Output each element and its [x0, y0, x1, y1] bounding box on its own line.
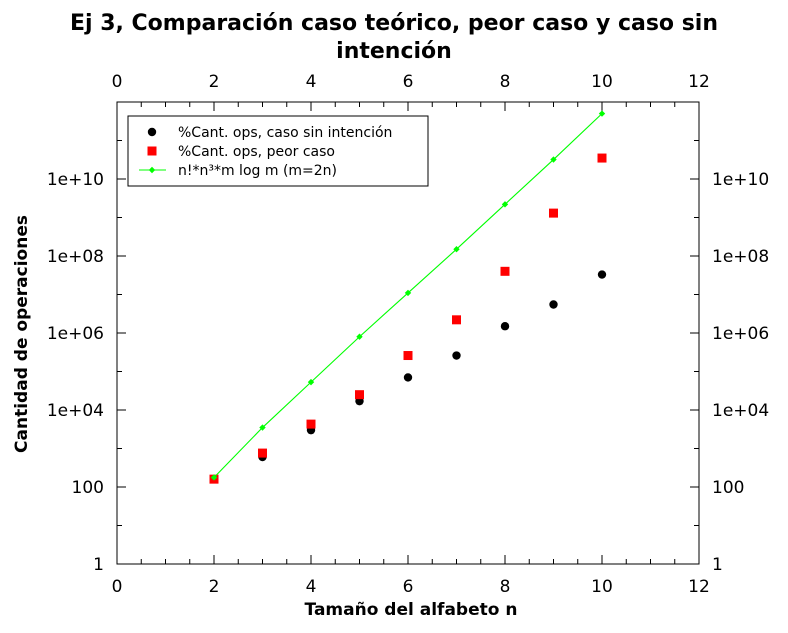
- y-tick-label-right: 1e+10: [712, 170, 769, 190]
- data-point: [597, 153, 607, 163]
- data-point: [549, 300, 558, 309]
- data-point: [549, 208, 558, 218]
- data-point: [452, 315, 461, 325]
- data-point: [307, 378, 315, 386]
- x-tick-label-top: 10: [591, 72, 613, 92]
- plot-frame: [116, 101, 700, 565]
- x-tick-label-top: 12: [688, 72, 710, 92]
- y-tick-label-left: 1: [93, 555, 104, 575]
- x-tick-label-bottom: 4: [306, 577, 317, 597]
- x-tick-label-bottom: 8: [500, 577, 511, 597]
- x-tick-label-bottom: 12: [688, 577, 710, 597]
- data-point: [597, 270, 607, 279]
- data-point: [306, 419, 316, 429]
- data-point: [452, 351, 461, 360]
- y-tick-label-left: 1e+10: [47, 170, 104, 190]
- x-tick-label-bottom: 0: [112, 577, 123, 597]
- chart-title-line1: Ej 3, Comparación caso teórico, peor cas…: [70, 11, 718, 36]
- legend-marker: [147, 146, 157, 156]
- data-point: [403, 373, 413, 382]
- y-tick-label-left: 1e+06: [47, 324, 104, 344]
- series-2: [210, 110, 606, 481]
- x-tick-label-bottom: 6: [403, 577, 414, 597]
- data-point: [453, 246, 460, 253]
- y-tick-label-left: 1e+08: [47, 247, 104, 267]
- x-tick-label-top: 8: [500, 72, 511, 92]
- x-tick-label-top: 0: [112, 72, 123, 92]
- y-axis-label: Cantidad de operaciones: [12, 215, 32, 453]
- data-point: [501, 201, 509, 208]
- x-tick-label-top: 6: [403, 72, 414, 92]
- legend: %Cant. ops, caso sin intención %Cant. ops…: [127, 115, 429, 187]
- legend-label: n!*n³*m log m (m=2n): [178, 163, 337, 179]
- data-point: [356, 333, 363, 340]
- data-point: [403, 351, 413, 361]
- legend-marker: [147, 127, 157, 137]
- data-point: [210, 474, 218, 481]
- data-point: [258, 448, 267, 458]
- y-tick-label-right: 1e+04: [712, 401, 769, 421]
- y-tick-label-right: 100: [712, 478, 744, 498]
- y-tick-label-right: 1: [712, 555, 723, 575]
- y-tick-label-right: 1e+08: [712, 247, 769, 267]
- data-point: [259, 424, 266, 431]
- legend-marker: [148, 166, 156, 174]
- data-point: [598, 110, 606, 117]
- legend-label: %Cant. ops, peor caso: [178, 144, 335, 160]
- series-0: [209, 270, 607, 484]
- x-tick-label-top: 4: [306, 72, 317, 92]
- x-tick-label-bottom: 2: [209, 577, 220, 597]
- legend-label: %Cant. ops, caso sin intención: [178, 125, 392, 141]
- y-tick-label-right: 1e+06: [712, 324, 769, 344]
- series-1: [209, 153, 607, 484]
- y-tick-label-left: 100: [72, 478, 104, 498]
- chart-title-line2: intención: [336, 39, 452, 64]
- legend-box: [127, 115, 429, 187]
- data-point: [355, 390, 364, 400]
- x-tick-label-bottom: 10: [591, 577, 613, 597]
- x-tick-label-top: 2: [209, 72, 220, 92]
- data-point: [500, 322, 510, 331]
- data-point: [550, 156, 557, 163]
- data-point: [500, 266, 510, 276]
- data-layer: [209, 110, 607, 484]
- x-axis-label: Tamaño del alfabeto n: [305, 600, 518, 620]
- y-tick-label-left: 1e+04: [47, 401, 104, 421]
- data-point: [404, 289, 412, 297]
